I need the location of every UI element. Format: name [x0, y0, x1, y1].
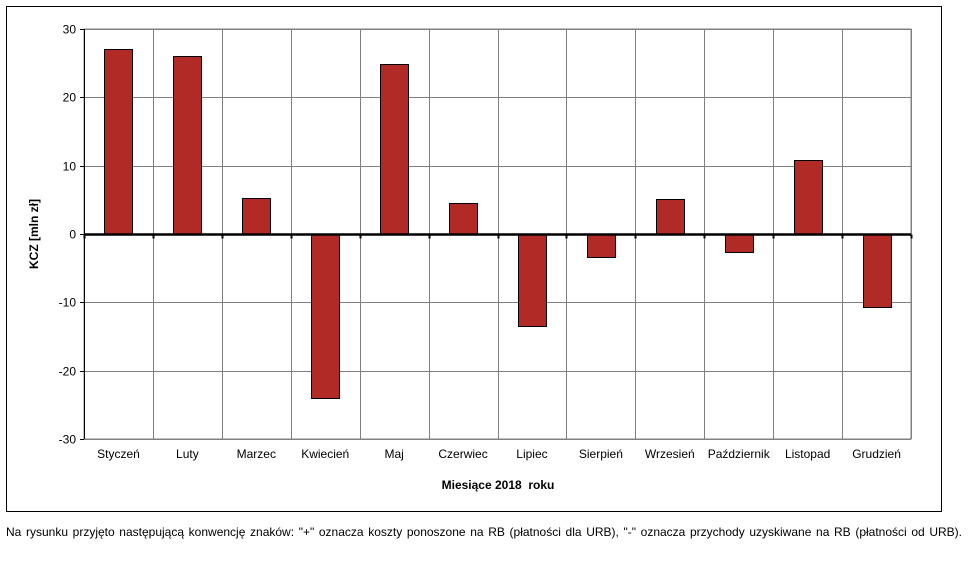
x-tick-label: Maj — [384, 447, 403, 461]
bar-maj — [380, 64, 409, 235]
x-tick-label: Sierpień — [579, 447, 623, 461]
bar-luty — [173, 56, 202, 235]
bar-marzec — [242, 198, 271, 235]
y-axis-title: KCZ [mln zł] — [27, 199, 41, 269]
x-tick-label: Grudzień — [852, 447, 901, 461]
bar-chart: -30 -20 -10 0 10 20 30 Styczeń Luty Marzec Kwiecie… — [27, 23, 913, 492]
x-tick-label: Listopad — [785, 447, 830, 461]
bar-styczeń — [104, 49, 133, 235]
bar-wrzesień — [656, 199, 685, 235]
footnote: Na rysunku przyjęto następującą konwencj… — [6, 525, 962, 539]
bar-kwiecień — [311, 234, 340, 399]
x-axis-title: Miesiące 2018 roku — [442, 478, 555, 492]
x-tick-label: Październik — [708, 447, 771, 461]
bar-grudzień — [863, 234, 892, 308]
bar-sierpień — [587, 234, 616, 258]
bar-listopad — [794, 160, 823, 235]
x-tick-label: Kwiecień — [301, 447, 349, 461]
x-tick-label: Wrzesień — [645, 447, 695, 461]
x-tick-label: Czerwiec — [438, 447, 487, 461]
x-tick-label: Luty — [176, 447, 199, 461]
x-tick-label: Marzec — [237, 447, 276, 461]
axes — [80, 29, 913, 440]
y-tick-label: 20 — [63, 91, 77, 105]
tick-labels: -30 -20 -10 0 10 20 30 Styczeń Luty Marzec Kwiecie… — [59, 23, 901, 462]
bars — [104, 49, 892, 399]
bar-czerwiec — [449, 203, 478, 235]
y-tick-label: 10 — [63, 160, 77, 174]
y-tick-label: 30 — [63, 23, 77, 37]
y-tick-label: -20 — [59, 365, 77, 379]
bar-październik — [725, 234, 754, 253]
y-tick-label: -30 — [59, 433, 77, 447]
x-tick-label: Styczeń — [97, 447, 140, 461]
x-tick-label: Lipiec — [516, 447, 547, 461]
y-tick-label: -10 — [59, 296, 77, 310]
bar-lipiec — [518, 234, 547, 327]
y-tick-label: 0 — [69, 228, 76, 242]
